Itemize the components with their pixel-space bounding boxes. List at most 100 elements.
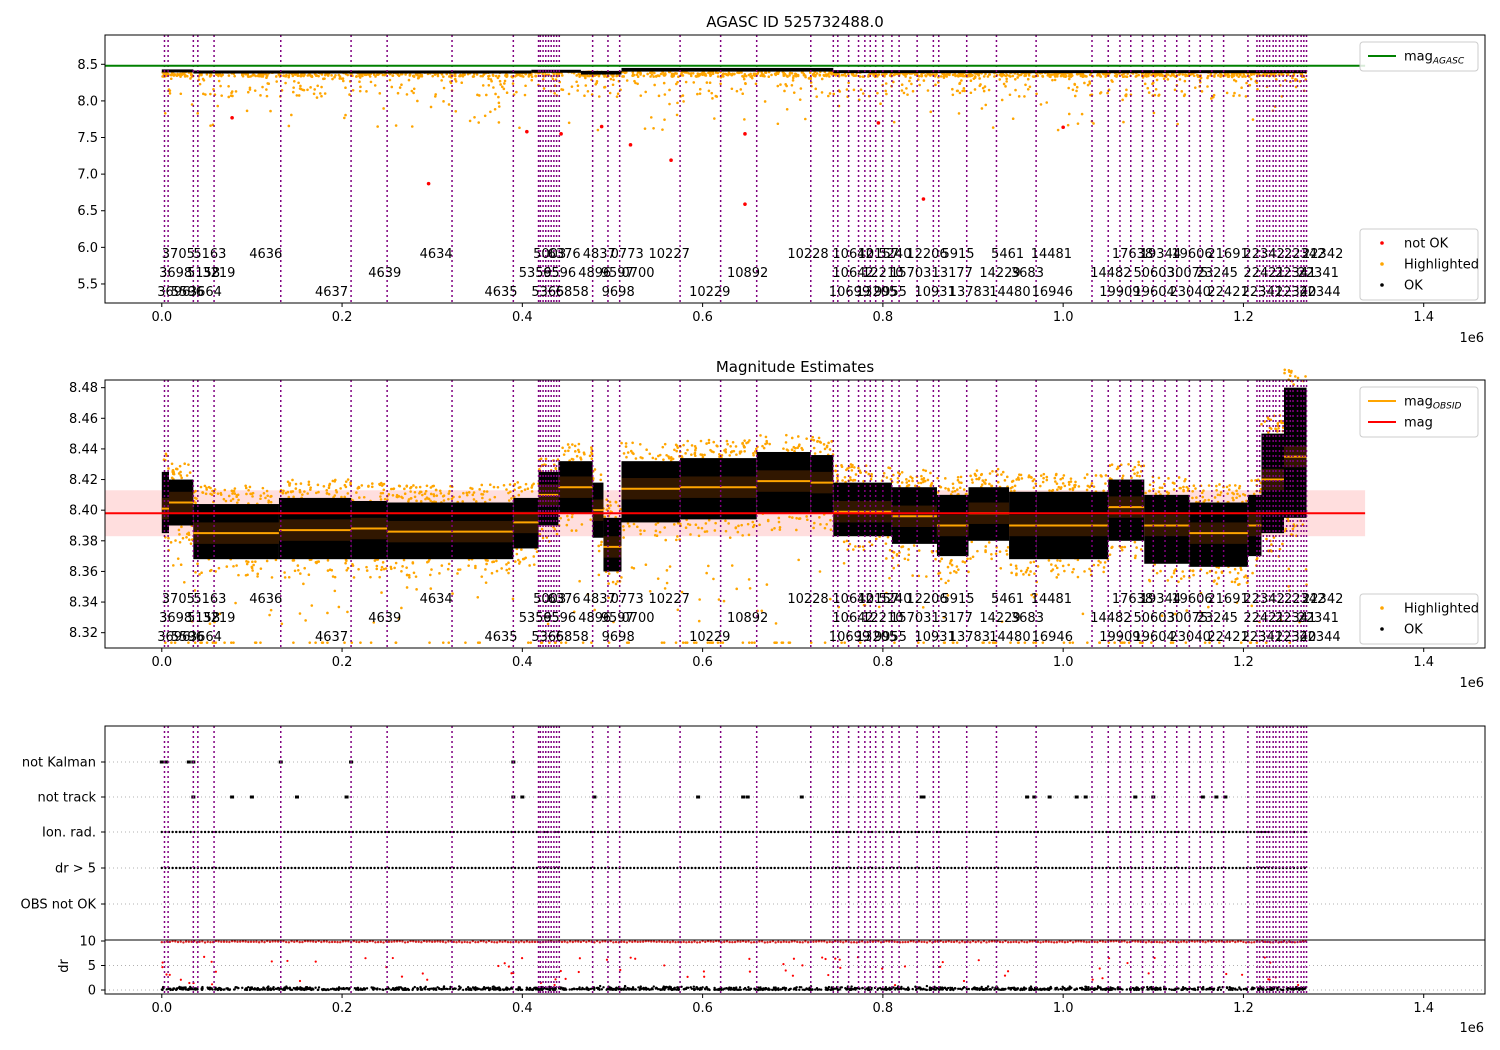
highlighted-point (612, 620, 615, 624)
highlighted-point (349, 481, 352, 485)
flag-dot (315, 830, 319, 834)
dr-max-dot (220, 940, 223, 943)
flag-dot (391, 830, 394, 834)
highlighted-point (768, 442, 771, 446)
highlighted-point (1018, 473, 1021, 476)
highlighted-point (1099, 561, 1102, 564)
highlighted-point (1008, 74, 1011, 78)
highlighted-point (679, 522, 682, 526)
flag-dot (301, 866, 304, 870)
highlighted-point (709, 448, 712, 452)
highlighted-point (663, 118, 666, 121)
magnitude-obsid-label: 22341 (1242, 630, 1283, 645)
dr-max-dot (747, 940, 750, 943)
magnitude-obsid-label: 14482 (1090, 611, 1131, 626)
highlighted-point (1135, 474, 1139, 477)
flag-dot (604, 866, 607, 870)
highlighted-point (571, 458, 575, 461)
flag-dot (160, 866, 163, 870)
highlighted-point (503, 79, 507, 83)
dr-max-dot (579, 940, 583, 944)
not-track-dot (921, 795, 926, 799)
highlighted-point (1250, 604, 1254, 608)
not-track-dot (344, 795, 349, 799)
flag-dot (697, 830, 701, 834)
highlighted-point (998, 550, 1002, 553)
highlighted-point (1073, 82, 1076, 86)
highlighted-point (603, 73, 607, 77)
magnitude-obsid-label: 3705 (162, 592, 195, 607)
flag-dot (355, 830, 358, 834)
highlighted-point (450, 497, 454, 501)
highlighted-point (818, 570, 822, 573)
flag-dot (921, 866, 924, 870)
magnitude-obsid-label: 5596 (171, 630, 204, 645)
highlighted-point (834, 74, 837, 77)
dr-max-dot (395, 940, 399, 943)
highlighted-point (195, 497, 198, 500)
highlighted-point (331, 575, 335, 578)
highlighted-point (298, 612, 302, 615)
highlighted-point (695, 641, 698, 644)
highlighted-point (320, 85, 323, 89)
flag-dot (384, 830, 387, 834)
dr-max-dot (1025, 941, 1029, 944)
dr-max-dot (355, 940, 358, 944)
flag-dot (384, 866, 387, 870)
dr-max-dot (704, 940, 707, 944)
magnitude-obsid-label: 6596 (543, 611, 576, 626)
highlighted-point (1252, 72, 1256, 76)
flag-dot (398, 866, 401, 870)
highlighted-point (513, 482, 517, 486)
flag-dot (1033, 830, 1036, 834)
highlighted-point (412, 87, 416, 91)
highlighted-point (269, 500, 273, 504)
highlighted-point (424, 489, 428, 493)
highlighted-point (235, 495, 238, 499)
highlighted-point (447, 497, 450, 501)
highlighted-point (879, 102, 882, 106)
flag-dot (182, 830, 185, 834)
highlighted-point (846, 467, 849, 470)
highlighted-point (911, 89, 915, 93)
flag-dot (1083, 866, 1086, 870)
highlighted-point (734, 445, 738, 448)
highlighted-point (454, 77, 457, 81)
flag-dot (1079, 830, 1083, 834)
highlighted-point (1144, 74, 1148, 78)
highlighted-point (1054, 480, 1057, 483)
highlighted-point (1181, 73, 1185, 76)
magnitude-y-tick-label: 8.38 (69, 534, 98, 549)
flag-dot (1166, 830, 1169, 834)
highlighted-point (1121, 98, 1124, 102)
highlighted-point (442, 100, 445, 103)
highlighted-point (382, 107, 385, 110)
highlighted-point (369, 80, 373, 84)
magnitude-obsid-label: 6858 (556, 630, 589, 645)
highlighted-point (199, 485, 203, 489)
highlighted-point (388, 78, 392, 82)
highlighted-point (474, 564, 477, 568)
flag-dot (903, 866, 906, 870)
highlighted-point (1150, 641, 1153, 644)
highlighted-point (1075, 72, 1079, 76)
highlighted-point (597, 549, 601, 553)
highlighted-point (840, 73, 844, 77)
highlighted-point (1061, 564, 1065, 568)
highlighted-point (1208, 641, 1211, 644)
highlighted-point (684, 452, 687, 455)
flag-dot (650, 830, 654, 834)
highlighted-point (1030, 593, 1033, 597)
flag-dot (842, 866, 845, 870)
highlighted-point (333, 494, 337, 497)
flag-dot (611, 830, 614, 834)
highlighted-point (917, 549, 921, 552)
dr-red-dot (298, 979, 302, 983)
highlighted-point (491, 560, 494, 564)
highlighted-point (979, 83, 982, 86)
highlighted-point (200, 571, 203, 574)
flag-dot (622, 866, 625, 870)
dr-max-dot (804, 940, 807, 943)
highlighted-point (1200, 491, 1204, 495)
highlighted-point (1138, 474, 1141, 478)
